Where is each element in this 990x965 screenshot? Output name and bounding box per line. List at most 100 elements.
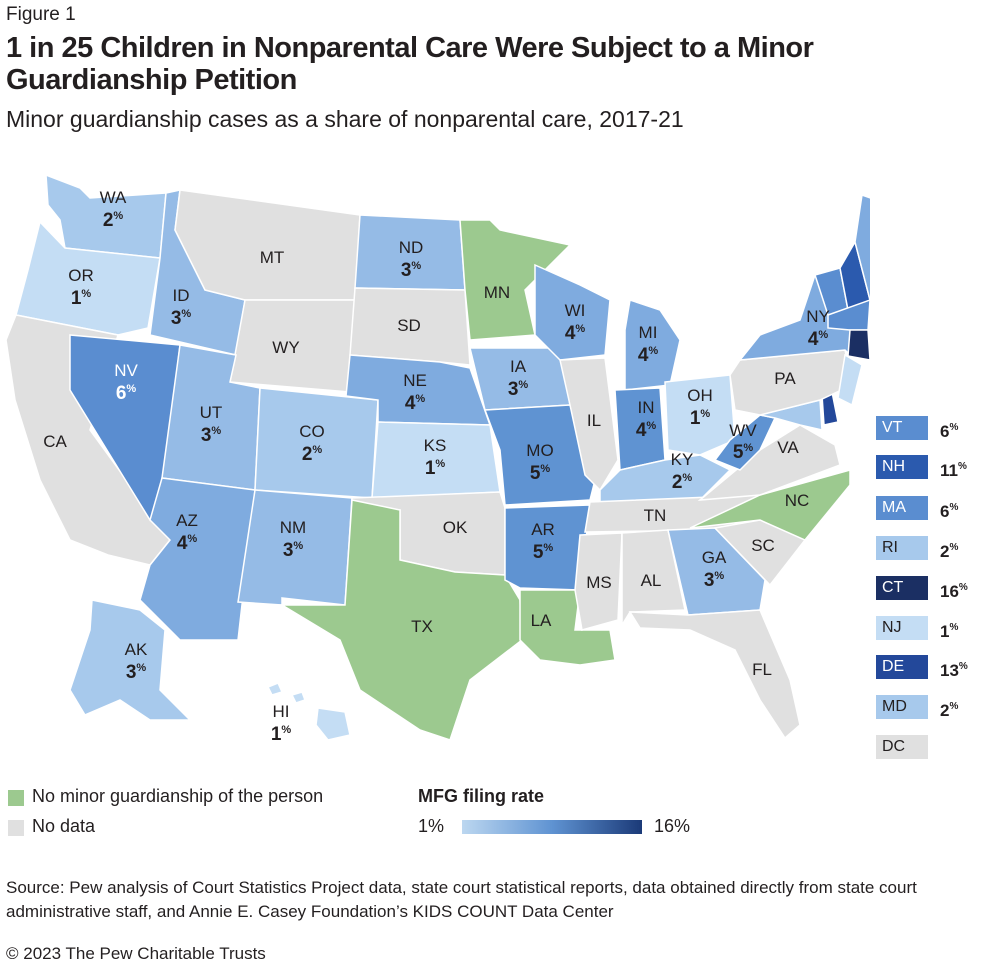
sidebox-de[interactable]: DE bbox=[876, 655, 928, 679]
pct-ar: 5% bbox=[533, 542, 554, 563]
sidebox-ri[interactable]: RI bbox=[876, 536, 928, 560]
label-wy: WY bbox=[272, 338, 299, 357]
chart-subtitle: Minor guardianship cases as a share of n… bbox=[6, 106, 684, 132]
copyright: © 2023 The Pew Charitable Trusts bbox=[6, 944, 266, 963]
pct-in: 4% bbox=[636, 420, 657, 441]
state-me[interactable] bbox=[854, 193, 870, 302]
label-in: IN bbox=[638, 398, 655, 417]
sidebox-ct[interactable]: CT bbox=[876, 576, 928, 600]
pct-ak: 3% bbox=[126, 662, 147, 683]
state-fl[interactable] bbox=[628, 609, 801, 740]
pct-oh: 1% bbox=[690, 408, 711, 429]
state-or[interactable] bbox=[15, 220, 161, 336]
label-hi: HI bbox=[273, 702, 290, 721]
label-ms: MS bbox=[586, 573, 612, 592]
state-oh[interactable] bbox=[664, 374, 736, 456]
pct-ga: 3% bbox=[704, 570, 725, 591]
pct-nm: 3% bbox=[283, 540, 304, 561]
sideval-nh: 11% bbox=[940, 461, 967, 480]
state-tx[interactable] bbox=[279, 499, 523, 741]
label-ny: NY bbox=[806, 307, 830, 326]
pct-wv: 5% bbox=[733, 442, 754, 463]
pct-ky: 2% bbox=[672, 472, 693, 493]
sidebox-ma[interactable]: MA bbox=[876, 496, 928, 520]
sideval-nj: 1% bbox=[940, 622, 959, 641]
legend-rate-min: 1% bbox=[418, 816, 445, 836]
pct-nv: 6% bbox=[116, 383, 137, 404]
pct-co: 2% bbox=[302, 444, 323, 465]
sideval-de: 13% bbox=[940, 661, 968, 680]
sidebox-vt[interactable]: VT bbox=[876, 416, 928, 440]
label-oh: OH bbox=[687, 386, 713, 405]
pct-az: 4% bbox=[177, 533, 198, 554]
label-ut: UT bbox=[200, 403, 223, 422]
sidebox-nh[interactable]: NH bbox=[876, 455, 928, 479]
label-mn: MN bbox=[484, 283, 510, 302]
state-ar[interactable] bbox=[504, 504, 591, 591]
state-nc[interactable] bbox=[689, 469, 851, 541]
state-ga[interactable] bbox=[667, 527, 766, 616]
pct-ny: 4% bbox=[808, 329, 829, 350]
label-mo: MO bbox=[526, 441, 553, 460]
label-ne: NE bbox=[403, 371, 427, 390]
state-az[interactable] bbox=[139, 477, 256, 641]
pct-mi: 4% bbox=[638, 345, 659, 366]
sidebox-dc[interactable]: DC bbox=[876, 735, 928, 759]
label-ar: AR bbox=[531, 520, 555, 539]
legend-no-data: No data bbox=[32, 816, 96, 836]
pct-ia: 3% bbox=[508, 379, 529, 400]
sidebox-md[interactable]: MD bbox=[876, 695, 928, 719]
state-co[interactable] bbox=[254, 387, 379, 499]
label-sd: SD bbox=[397, 316, 421, 335]
us-map: WA 2% OR 1% CA NV 6% ID 3% MT WY UT 3% A… bbox=[5, 173, 870, 745]
pct-ut: 3% bbox=[201, 425, 222, 446]
label-nm: NM bbox=[280, 518, 306, 537]
label-wi: WI bbox=[565, 301, 586, 320]
label-sc: SC bbox=[751, 536, 775, 555]
label-mt: MT bbox=[260, 248, 285, 267]
pct-nd: 3% bbox=[401, 260, 422, 281]
figure-label: Figure 1 bbox=[6, 4, 76, 25]
legend-swatch-no-data bbox=[8, 820, 24, 836]
label-va: VA bbox=[777, 438, 799, 457]
label-mi: MI bbox=[639, 323, 658, 342]
label-ak: AK bbox=[125, 640, 148, 659]
state-ak[interactable] bbox=[69, 599, 192, 721]
label-fl: FL bbox=[752, 660, 772, 679]
state-nh[interactable] bbox=[839, 240, 870, 312]
state-ms[interactable] bbox=[574, 532, 623, 631]
label-ia: IA bbox=[510, 357, 527, 376]
label-nd: ND bbox=[399, 238, 424, 257]
state-hi[interactable] bbox=[266, 682, 351, 741]
legend-gradient bbox=[462, 820, 642, 834]
label-il: IL bbox=[587, 411, 601, 430]
state-mn[interactable] bbox=[459, 219, 572, 341]
sideval-ri: 2% bbox=[940, 542, 959, 561]
legend-no-minor: No minor guardianship of the person bbox=[32, 786, 324, 806]
legend-rate-max: 16% bbox=[654, 816, 691, 836]
state-mt[interactable] bbox=[174, 189, 361, 301]
label-wv: WV bbox=[729, 421, 757, 440]
label-wa: WA bbox=[100, 188, 127, 207]
pct-id: 3% bbox=[171, 308, 192, 329]
pct-mo: 5% bbox=[530, 463, 551, 484]
sidebox-nj[interactable]: NJ bbox=[876, 616, 928, 640]
label-la: LA bbox=[531, 611, 552, 630]
label-id: ID bbox=[173, 286, 190, 305]
label-tx: TX bbox=[411, 617, 433, 636]
legend-swatch-no-minor bbox=[8, 790, 24, 806]
state-ct[interactable] bbox=[847, 329, 870, 361]
state-sd[interactable] bbox=[349, 287, 471, 366]
state-al[interactable] bbox=[621, 529, 686, 628]
label-ks: KS bbox=[424, 436, 447, 455]
pct-hi: 1% bbox=[271, 724, 292, 745]
label-al: AL bbox=[641, 571, 662, 590]
label-or: OR bbox=[68, 266, 94, 285]
pct-ne: 4% bbox=[405, 393, 426, 414]
label-nc: NC bbox=[785, 491, 810, 510]
label-ca: CA bbox=[43, 432, 67, 451]
pct-wa: 2% bbox=[103, 210, 124, 231]
state-wi[interactable] bbox=[534, 263, 611, 361]
state-nj[interactable] bbox=[837, 353, 863, 407]
pct-wi: 4% bbox=[565, 323, 586, 344]
